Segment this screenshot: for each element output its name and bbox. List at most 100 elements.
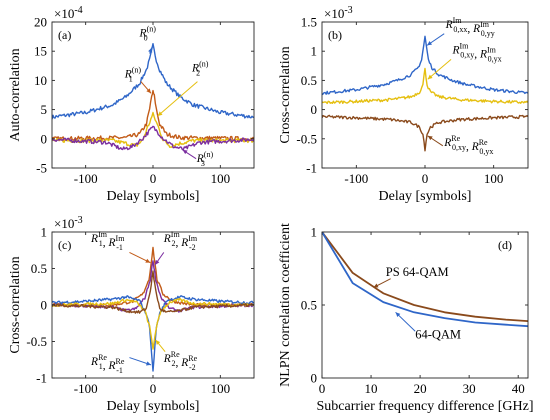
series-line-2 [52,295,254,372]
exponent-label: ×10-3 [54,215,83,231]
annotation-arrow [395,311,416,332]
series-line-1 [52,89,254,142]
series-group [52,43,254,151]
panel-tag: (a) [58,28,71,42]
y-tick-label: -0.5 [26,334,47,349]
series-line-1 [52,260,254,313]
exponent-label: ×10-3 [324,5,353,21]
y-tick-label: 20 [34,15,47,30]
x-tick-label: -100 [74,171,98,186]
annotation-arrowhead [146,361,151,366]
x-tick-label: 30 [463,381,476,396]
annotation-arrowhead [427,135,433,141]
panel-c: -100 0 100 -1 -0.5 0 0.5 1 Delay [symbols] Cross-… [8,215,255,414]
y-tick-label: 1 [41,225,48,240]
annotation-label: RIm 0,xy, RIm 0,yx [451,42,501,64]
y-tick-label: 0.5 [301,298,317,313]
annotation-label: R(n) 3 [196,150,214,168]
panel-tag: (c) [58,238,71,252]
annotation-arrowhead [427,74,433,80]
annotation-label: 64-QAM [415,328,461,342]
y-tick-label: 1 [311,225,318,240]
exponent-label: ×10-4 [54,5,83,21]
annotation-arrowhead [146,88,151,94]
panel-tag: (d) [498,238,512,252]
annotations: RIm 1, RIm -1 RIm 2, RIm -2 RRe 1, RRe -1 RRe 2, R… [90,230,198,375]
y-tick-label: -0.5 [296,131,317,146]
x-tick-label: 40 [512,381,525,396]
annotation-label: RRe 1, RRe -1 [90,353,125,375]
y-axis-label: NLPN correlation coefficient [278,223,293,387]
y-tick-label: 15 [34,44,47,59]
panel-d: 0 10 20 30 40 0 0.5 1 Subcarrier frequency diffe… [278,223,534,414]
annotation-label: RRe 0,xy, RRe 0,yx [443,134,493,156]
annotation-arrowhead [373,283,379,288]
series-line-0 [322,35,528,96]
x-tick-label: -100 [74,381,98,396]
annotation-arrowhead [155,340,161,345]
y-tick-label: 0 [311,371,318,386]
annotation-arrowhead [155,259,160,265]
series-line-3 [52,297,254,350]
y-tick-label: 5 [41,102,48,117]
annotation-label: RIm 0,xx, RIm 0,yy [445,16,495,38]
series-group [52,246,254,372]
annotation-arrowhead [145,258,151,263]
x-axis-label: Delay [symbols] [107,189,200,204]
y-tick-label: 1.5 [301,15,317,30]
annotations: RIm 0,xx, RIm 0,yy RIm 0,xy, RIm 0,yx RRe 0,xy,… [426,16,502,156]
series-line-0 [322,232,528,322]
y-tick-label: -5 [36,161,47,176]
panel-tag: (b) [328,28,342,42]
x-axis-label: Delay [symbols] [107,399,200,414]
annotation-label: PS 64-QAM [386,265,449,279]
x-tick-label: 100 [211,381,231,396]
y-tick-label: 1 [311,44,318,59]
annotation-arrowhead [182,149,188,155]
y-tick-label: 0.5 [301,73,317,88]
annotation-arrowhead [148,47,153,53]
panel-a: -100 0 100 -5 0 5 10 15 20 Delay [symbols] Auto-co… [8,5,255,204]
annotations: PS 64-QAM 64-QAM [373,265,461,342]
x-tick-label: 0 [319,381,326,396]
annotation-label: RIm 2, RIm -2 [163,230,198,252]
y-tick-label: -1 [306,161,317,176]
annotation-arrow [157,81,198,117]
y-tick-label: 0 [41,298,48,313]
y-axis-label: Auto-correlation [8,48,23,141]
y-axis-label: Cross-correlation [8,256,23,353]
series-group [322,35,528,152]
y-tick-label: 10 [34,73,47,88]
annotation-arrowhead [157,111,163,117]
annotation-label: R(n) 0 [139,25,157,43]
x-axis-label: Delay [symbols] [379,189,472,204]
series-line-1 [322,232,528,328]
annotation-label: RRe 2, RRe -2 [163,350,198,372]
series-line-0 [52,43,254,120]
y-tick-label: -1 [36,371,47,386]
x-tick-label: 0 [150,381,157,396]
y-tick-label: 0.5 [31,261,47,276]
panel-b: -100 0 100 -1 -0.5 0 0.5 1 1.5 Delay [symbols] Cro… [278,5,529,204]
series-line-2 [322,114,528,152]
x-tick-label: 100 [211,171,231,186]
y-axis-label: Cross-correlation [278,46,293,143]
x-tick-label: 10 [365,381,378,396]
y-tick-label: 0 [311,102,318,117]
x-tick-label: -100 [344,171,368,186]
series-line-3 [52,125,254,151]
annotation-label: RIm 1, RIm -1 [90,230,125,252]
x-tick-label: 100 [484,171,504,186]
x-tick-label: 0 [422,171,429,186]
annotation-label: R(n) 1 [124,65,142,83]
annotation-arrowhead [427,41,433,46]
annotation-arrowhead [395,312,401,317]
y-tick-label: 0 [41,131,48,146]
annotation-arrow [427,58,452,80]
axes-box [321,231,529,379]
annotation-label: R(n) 2 [191,60,209,78]
x-axis-label: Subcarrier frequency difference [GHz] [316,399,533,414]
x-tick-label: 0 [150,171,157,186]
x-tick-label: 20 [414,381,427,396]
